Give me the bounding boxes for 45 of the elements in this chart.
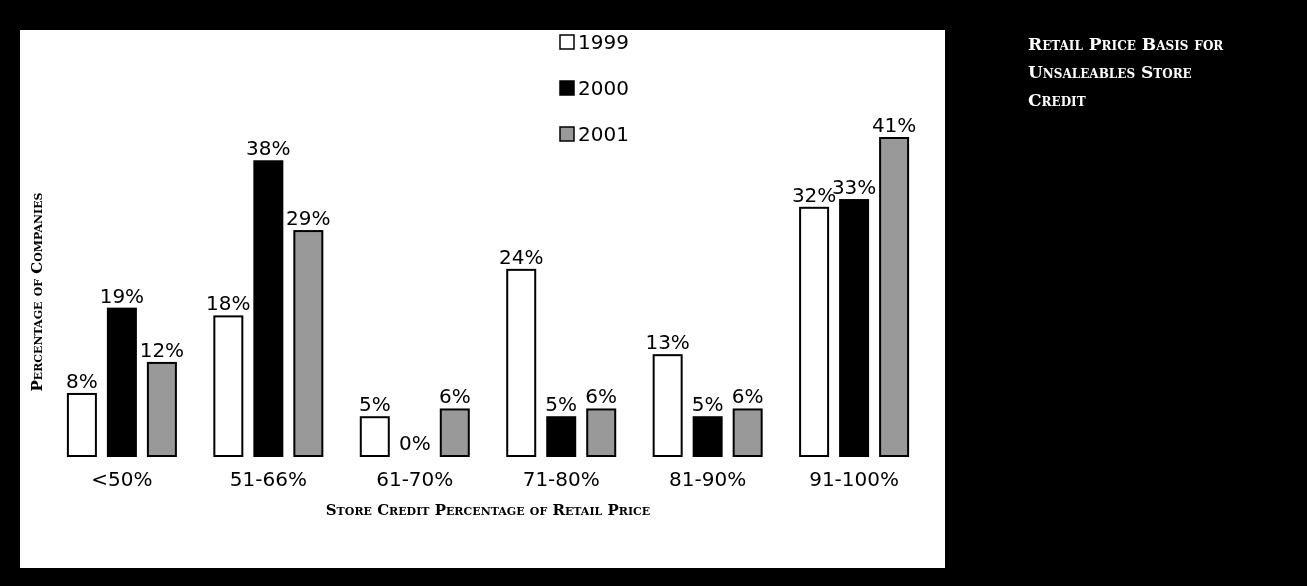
bar [692, 416, 723, 457]
bar [652, 354, 683, 457]
bar [546, 416, 577, 457]
bar [359, 416, 390, 457]
x-tick-label: 71-80% [522, 467, 600, 491]
data-label: 6% [731, 384, 764, 409]
text: Retail Price Basis for Unsaleables Store Credit [1028, 34, 1225, 110]
bar [586, 408, 617, 457]
data-label: 8% [66, 368, 98, 393]
data-label: 24% [498, 244, 544, 269]
bar [799, 206, 830, 457]
bar [213, 315, 244, 457]
bar [106, 307, 137, 457]
x-tick-label: 51-66% [229, 467, 307, 491]
bar [839, 199, 870, 457]
bar [146, 361, 177, 457]
bar [506, 268, 537, 457]
bar [879, 137, 910, 457]
x-tick-label: 61-70% [376, 467, 454, 491]
data-label: 18% [206, 291, 251, 316]
legend-label: 2000 [578, 76, 629, 100]
bar [439, 408, 470, 457]
x-tick-label: <50% [91, 467, 153, 491]
data-label: 5% [691, 392, 724, 417]
bar [253, 160, 284, 457]
data-label: 19% [99, 283, 145, 308]
data-label: 6% [438, 384, 471, 409]
data-label: 6% [585, 384, 618, 409]
bar [293, 230, 324, 457]
data-label: 5% [358, 392, 391, 417]
bar [732, 408, 763, 457]
x-tick-label: 81-90% [669, 467, 747, 491]
legend-label: 1999 [578, 30, 629, 54]
data-label: 12% [139, 337, 185, 362]
x-tick-label: 91-100% [809, 467, 900, 491]
data-label: 29% [286, 206, 331, 231]
data-label: 13% [645, 330, 690, 355]
y-axis-title: Percentage of Companies [28, 192, 46, 392]
data-label: 0% [398, 431, 431, 455]
x-axis-title: Store Credit Percentage of Retail Price [325, 501, 651, 519]
data-label: 41% [871, 113, 917, 137]
bar [66, 392, 97, 457]
data-label: 38% [246, 136, 291, 161]
data-label: 5% [545, 392, 578, 417]
legend-label: 2001 [578, 122, 629, 146]
